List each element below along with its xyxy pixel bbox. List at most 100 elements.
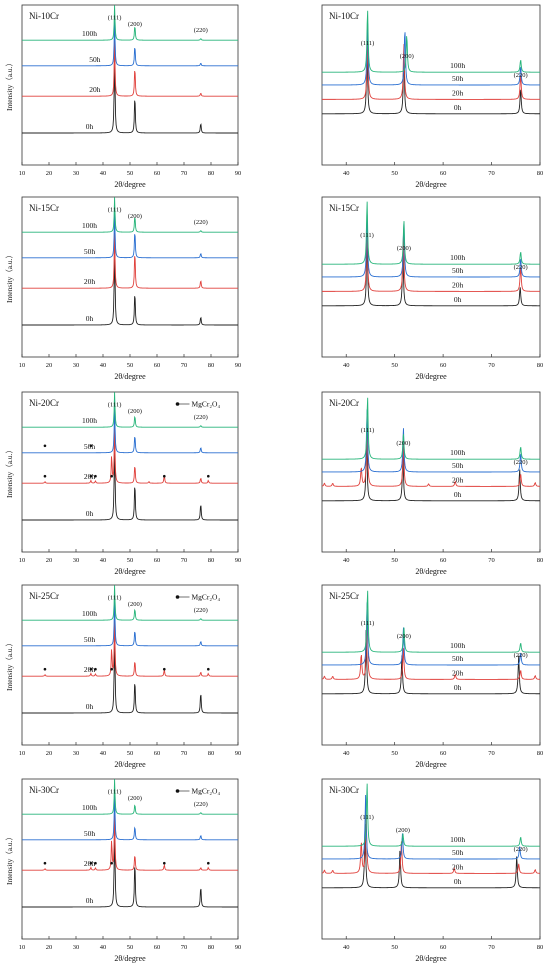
panel-title: Ni-30Cr (29, 785, 59, 795)
series-line-20h (321, 423, 541, 487)
series-line-20h (321, 616, 541, 680)
x-tick-label: 60 (154, 750, 161, 757)
series-line-100h (22, 392, 238, 428)
series-line-50h (22, 18, 238, 67)
x-tick-label: 80 (537, 362, 544, 369)
x-tick-label: 10 (19, 557, 26, 564)
series-label: 50h (84, 442, 96, 451)
series-line-100h (322, 10, 540, 73)
series-line-0h (322, 51, 541, 115)
peak-label: (220) (514, 459, 528, 466)
x-axis-label: 2θ/degree (114, 567, 146, 576)
series-line-0h (22, 237, 238, 326)
series-label: 20h (452, 475, 464, 484)
mgcr2o4-marker (162, 667, 166, 671)
y-axis-label: Intensity（a.u.） (5, 833, 14, 885)
legend-label: MgCr₂O₄ (192, 787, 221, 796)
series-line-50h (322, 214, 540, 278)
peak-label: (111) (108, 594, 122, 601)
x-tick-label: 40 (343, 944, 350, 951)
series-line-0h (22, 819, 238, 908)
x-tick-label: 60 (154, 170, 161, 177)
mgcr2o4-marker (207, 861, 210, 865)
series-label: 0h (454, 103, 462, 112)
legend-label: MgCr₂O₄ (192, 400, 221, 409)
peak-label: (111) (360, 814, 374, 821)
series-line-0h (322, 823, 540, 889)
panel-title: Ni-10Cr (29, 11, 59, 21)
mgcr2o4-marker (89, 861, 93, 865)
x-tick-label: 10 (19, 362, 26, 369)
series-label: 20h (84, 277, 96, 286)
x-tick-label: 20 (46, 557, 53, 564)
x-tick-label: 40 (343, 170, 350, 177)
mgcr2o4-marker (110, 861, 113, 865)
x-tick-label: 30 (73, 750, 80, 757)
series-label: 0h (454, 490, 462, 499)
series-line-20h (22, 426, 238, 484)
series-line-20h (322, 228, 541, 292)
series-label: 20h (84, 859, 96, 868)
panel-title: Ni-25Cr (29, 591, 59, 601)
series-label: 0h (86, 896, 94, 905)
peak-label: (220) (194, 414, 208, 421)
x-tick-label: 80 (208, 170, 215, 177)
series-label: 100h (450, 448, 465, 457)
x-tick-label: 70 (488, 750, 495, 757)
x-tick-label: 20 (46, 362, 53, 369)
series-line-100h (322, 783, 540, 847)
series-label: 100h (82, 803, 97, 812)
series-line-50h (22, 405, 238, 454)
panel-title: Ni-30Cr (329, 785, 359, 795)
x-tick-label: 60 (440, 362, 447, 369)
x-tick-label: 40 (100, 557, 107, 564)
panel-ni15-zoom: Ni-15Cr 40 50 60 70 80 2θ/degree 0h 20h 50h 100h (1… (321, 196, 544, 381)
series-label: 20h (84, 665, 96, 674)
panel-ni30-wide: Ni-30Cr 10 20 30 40 50 60 70 80 90 2θ/degree Intens… (5, 778, 241, 963)
x-tick-label: 50 (127, 944, 134, 951)
y-axis-label: Intensity（a.u.） (5, 639, 14, 691)
peak-label: (111) (108, 14, 122, 21)
series-label: 20h (452, 88, 464, 97)
peak-label: (200) (128, 408, 142, 415)
x-tick-label: 90 (235, 750, 242, 757)
x-tick-label: 20 (46, 750, 53, 757)
x-axis-label: 2θ/degree (114, 954, 146, 963)
x-tick-label: 50 (127, 170, 134, 177)
x-tick-label: 10 (19, 750, 26, 757)
panel-ni25-wide: Ni-25Cr 10 20 30 40 50 60 70 80 90 2θ/degree Intens… (5, 584, 242, 769)
series-line-0h (322, 437, 540, 502)
panel-title: Ni-25Cr (329, 591, 359, 601)
series-label: 50h (452, 654, 464, 663)
peak-label: (200) (128, 601, 142, 608)
x-tick-label: 80 (208, 750, 215, 757)
x-tick-label: 50 (391, 170, 398, 177)
panel-ni10-wide: Ni-10Cr 10 20 30 40 50 60 70 80 90 2θ/degree Intens… (5, 4, 241, 189)
series-line-50h (22, 210, 238, 259)
x-tick-label: 70 (181, 170, 188, 177)
x-tick-label: 40 (343, 362, 350, 369)
x-tick-label: 10 (19, 170, 26, 177)
x-tick-label: 80 (208, 944, 215, 951)
series-label: 100h (82, 609, 97, 618)
peak-label: (200) (128, 213, 142, 220)
series-line-50h (22, 792, 238, 841)
x-tick-label: 60 (440, 944, 447, 951)
x-tick-label: 40 (100, 944, 107, 951)
x-tick-label: 40 (100, 362, 107, 369)
series-label: 100h (82, 221, 97, 230)
series-label: 100h (450, 641, 465, 650)
mgcr2o4-marker (43, 667, 47, 671)
x-axis-label: 2θ/degree (114, 180, 146, 189)
x-axis-label: 2θ/degree (114, 760, 146, 769)
peak-label: (111) (108, 788, 122, 795)
mgcr2o4-marker (110, 474, 113, 478)
x-tick-label: 70 (181, 944, 188, 951)
peak-label: (220) (194, 607, 208, 614)
x-tick-label: 20 (46, 170, 53, 177)
panel-ni25-zoom: Ni-25Cr 40 50 60 70 80 2θ/degree 0h 20h 50h 100h (1… (321, 584, 543, 769)
peak-label: (220) (514, 264, 528, 271)
series-label: 50h (89, 55, 101, 64)
peak-label: (200) (396, 827, 410, 834)
